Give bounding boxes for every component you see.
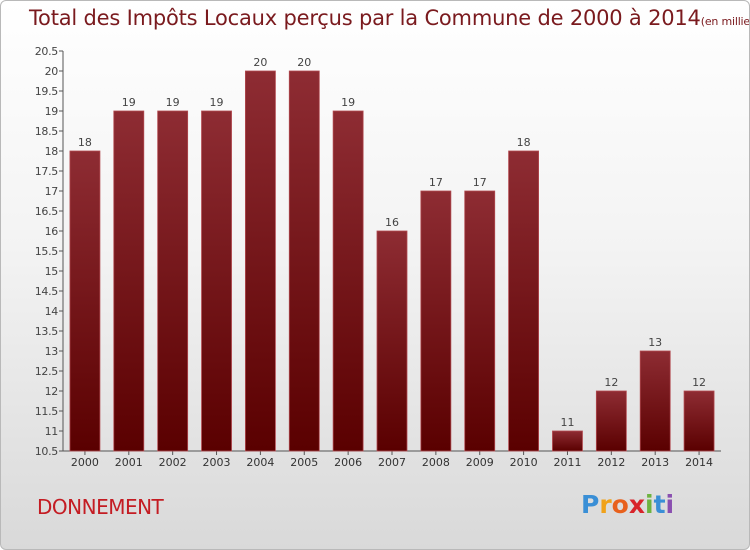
bar [288, 70, 320, 452]
data-label: 16 [385, 216, 399, 229]
y-tick-label: 12 [45, 385, 58, 398]
bar [244, 70, 276, 452]
x-tick-label: 2012 [597, 456, 625, 469]
x-tick-label: 2010 [510, 456, 538, 469]
data-label: 20 [253, 56, 267, 69]
bar [420, 190, 452, 452]
bar [552, 430, 583, 452]
y-tick-label: 15 [45, 265, 59, 278]
data-label: 19 [341, 96, 355, 109]
y-tick-label: 17 [45, 185, 59, 198]
commune-name: DONNEMENT [37, 495, 164, 519]
y-tick-label: 13 [45, 345, 59, 358]
bar [332, 110, 364, 452]
data-label: 11 [560, 416, 574, 429]
x-tick-label: 2000 [71, 456, 99, 469]
bar [113, 110, 145, 452]
y-tick-label: 12.5 [35, 365, 59, 378]
y-tick-label: 18 [45, 145, 59, 158]
data-label: 17 [473, 176, 487, 189]
y-tick-label: 19.5 [35, 85, 59, 98]
y-tick-label: 11 [45, 425, 58, 438]
bar [464, 190, 496, 452]
y-tick-label: 13.5 [35, 325, 59, 338]
data-label: 18 [78, 136, 92, 149]
bars-group: 18 19 19 19 20 20 19 16 17 17 18 11 12 13 12 [69, 56, 715, 452]
logo-letter: i [645, 490, 654, 519]
bar [508, 150, 540, 452]
x-tick-label: 2002 [159, 456, 187, 469]
bar [595, 390, 627, 452]
title-text: Total des Impôts Locaux perçus par la Co… [29, 6, 701, 30]
bar [157, 110, 189, 452]
bar [376, 230, 408, 452]
y-tick-label: 11.5 [35, 405, 59, 418]
logo-letter: o [611, 490, 629, 519]
y-tick-label: 14.5 [35, 285, 59, 298]
logo-letter: i [665, 490, 675, 519]
y-tick-label: 10.5 [35, 445, 59, 458]
y-tick-label: 15.5 [35, 245, 59, 258]
x-tick-label: 2004 [246, 456, 274, 469]
logo-letter: t [653, 490, 666, 519]
x-tick-label: 2011 [553, 456, 581, 469]
x-tick-label: 2006 [334, 456, 362, 469]
data-label: 12 [604, 376, 618, 389]
x-tick-label: 2014 [685, 456, 713, 469]
x-tick-label: 2007 [378, 456, 406, 469]
data-label: 18 [517, 136, 531, 149]
proxiti-logo: Proxiti [581, 490, 674, 519]
y-tick-label: 14 [45, 305, 59, 318]
unit-note: (en milliers d'€) [700, 15, 750, 28]
logo-letter: r [599, 490, 612, 519]
y-tick-label: 16.5 [35, 205, 59, 218]
data-label: 19 [166, 96, 180, 109]
bar [639, 350, 671, 452]
data-label: 12 [692, 376, 706, 389]
data-label: 19 [210, 96, 224, 109]
chart-title: Total des Impôts Locaux perçus par la Co… [29, 6, 750, 30]
data-label: 17 [429, 176, 443, 189]
x-tick-label: 2001 [115, 456, 143, 469]
x-tick-label: 2005 [290, 456, 318, 469]
y-tick-label: 19 [45, 105, 59, 118]
bar [69, 150, 101, 452]
y-tick-label: 16 [45, 225, 59, 238]
y-tick-label: 17.5 [35, 165, 59, 178]
bar [683, 390, 715, 452]
logo-letter: P [581, 490, 600, 519]
y-tick-label: 20.5 [35, 45, 59, 58]
x-tick-label: 2013 [641, 456, 669, 469]
y-tick-label: 20 [45, 65, 59, 78]
data-label: 19 [122, 96, 136, 109]
x-tick-label: 2003 [203, 456, 231, 469]
x-tick-label: 2009 [466, 456, 494, 469]
x-tick-label: 2008 [422, 456, 450, 469]
y-tick-label: 18.5 [35, 125, 59, 138]
data-label: 20 [297, 56, 311, 69]
bar [201, 110, 232, 452]
axes: 10.5 11 11.5 12 12.5 13 13.5 14 14.5 15 15.5 16 16.5… [35, 45, 721, 469]
logo-letter: x [628, 490, 645, 519]
data-label: 13 [648, 336, 662, 349]
